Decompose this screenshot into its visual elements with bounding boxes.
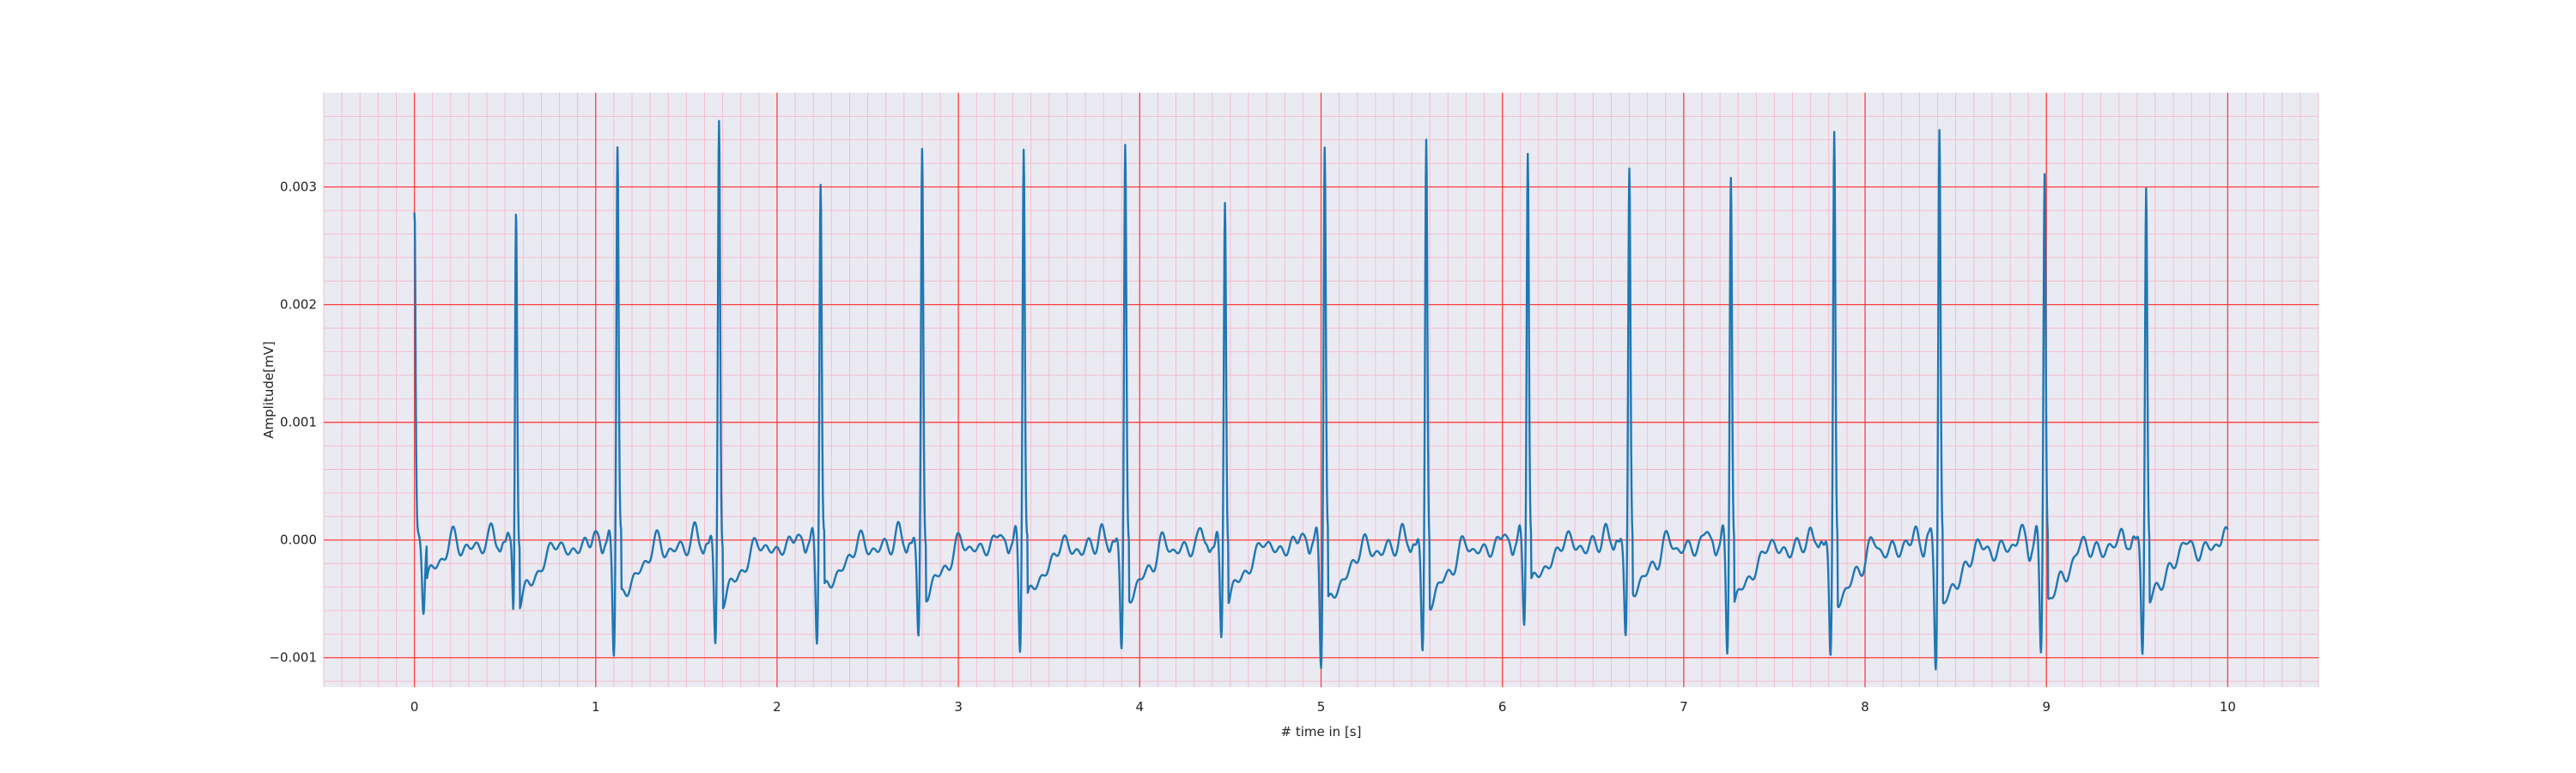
x-tick-label: 8 bbox=[1861, 699, 1869, 715]
y-tick-label: 0.001 bbox=[280, 415, 317, 430]
x-tick-label: 0 bbox=[410, 699, 419, 715]
ecg-series-line bbox=[413, 119, 2229, 671]
y-tick-label: −0.001 bbox=[269, 650, 317, 666]
y-axis-label: Amplitude[mV] bbox=[261, 341, 276, 438]
y-tick-labels: −0.001 0.000 0.001 0.002 0.003 bbox=[269, 180, 317, 666]
series-layer bbox=[413, 119, 2229, 671]
x-tick-label: 3 bbox=[954, 699, 963, 715]
y-tick-label: 0.002 bbox=[280, 297, 317, 313]
x-tick-label: 4 bbox=[1136, 699, 1145, 715]
x-tick-label: 7 bbox=[1680, 699, 1688, 715]
x-tick-label: 9 bbox=[2042, 699, 2050, 715]
x-tick-label: 10 bbox=[2220, 699, 2236, 715]
x-tick-label: 1 bbox=[592, 699, 600, 715]
x-tick-label: 6 bbox=[1498, 699, 1507, 715]
x-axis-label: # time in [s] bbox=[1281, 724, 1362, 740]
x-tick-label: 2 bbox=[773, 699, 781, 715]
x-tick-label: 5 bbox=[1317, 699, 1326, 715]
x-tick-labels: 0 1 2 3 4 5 6 7 8 9 10 bbox=[410, 699, 2236, 715]
y-tick-label: 0.000 bbox=[280, 533, 317, 548]
y-tick-label: 0.003 bbox=[280, 180, 317, 195]
